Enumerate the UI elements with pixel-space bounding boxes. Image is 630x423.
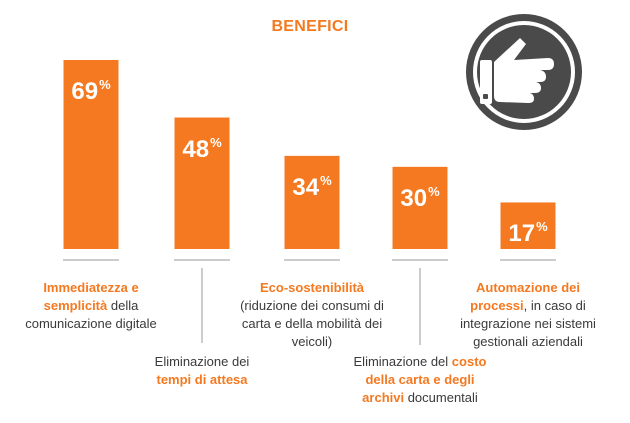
chart-title: BENEFICI: [271, 18, 349, 35]
value-number: 48: [182, 135, 210, 163]
value-number: 69: [71, 78, 99, 105]
label-segment: della carta e degli: [365, 372, 475, 387]
value-label-5: 17%: [488, 215, 568, 246]
label-segment: semplicità: [43, 298, 108, 313]
label-segment: , in caso di: [523, 298, 586, 313]
value-label-2: 48%: [162, 131, 242, 162]
bar-1: [63, 60, 119, 249]
label-segment: comunicazione digitale: [25, 316, 157, 331]
bar-3: [284, 155, 340, 249]
category-label-1: Immediatezza e semplicità della comunicazi…: [6, 279, 176, 333]
bar-2: [174, 117, 230, 250]
value-suffix: %: [320, 172, 332, 188]
label-segment: veicoli): [291, 334, 333, 349]
value-suffix: %: [536, 219, 548, 235]
value-label-3: 34%: [272, 169, 352, 200]
bar-4: [392, 166, 448, 249]
value-number: 30: [400, 184, 428, 212]
label-segment: archivi: [362, 390, 405, 405]
label-segment: costo: [451, 354, 487, 369]
label-segment: Eliminazione del: [353, 354, 452, 369]
value-label-1: 69%: [51, 73, 131, 104]
value-label-4: 30%: [380, 180, 460, 211]
bar-5: [500, 202, 556, 249]
label-segment: documentali: [404, 390, 478, 405]
label-segment: della: [107, 298, 139, 313]
label-segment: processi: [470, 298, 524, 313]
value-suffix: %: [99, 77, 111, 92]
label-segment: (riduzione dei consumi di: [240, 298, 384, 313]
label-segment: carta e della mobilità dei: [241, 316, 383, 331]
value-number: 17: [508, 220, 536, 248]
label-segment: tempi di attesa: [156, 372, 248, 387]
category-label-2: Eliminazione dei tempi di attesa: [127, 353, 277, 389]
value-suffix: %: [428, 183, 440, 199]
label-segment: Automazione dei: [475, 280, 580, 295]
label-segment: gestionali aziendali: [473, 334, 583, 349]
label-segment: integrazione nei sistemi: [460, 316, 596, 331]
category-label-5: Automazione dei processi, in caso di integ…: [433, 279, 623, 351]
pointing-hand-icon: [466, 14, 582, 130]
category-label-4: Eliminazione del costo della carta e degl…: [340, 353, 500, 407]
category-label-3: Eco-sostenibilità (riduzione dei consumi …: [227, 279, 397, 351]
label-segment: Immediatezza e: [43, 280, 139, 295]
label-segment: Eliminazione dei: [154, 354, 250, 369]
label-segment: Eco-sostenibilità: [259, 280, 365, 295]
value-suffix: %: [210, 134, 222, 150]
value-number: 34: [292, 173, 320, 201]
